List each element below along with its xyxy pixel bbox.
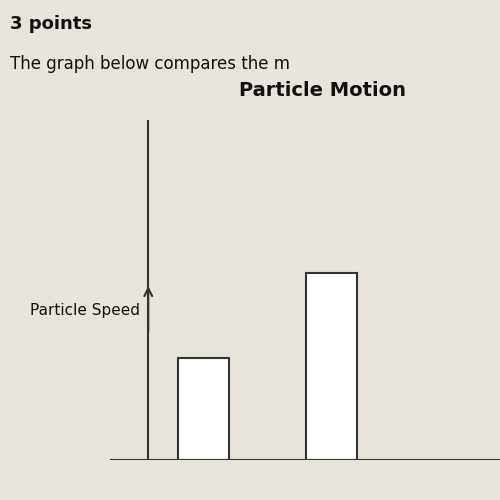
Bar [178, 358, 229, 460]
Text: Particle Motion: Particle Motion [239, 80, 406, 100]
Text: Particle Speed: Particle Speed [30, 303, 140, 318]
Bar [306, 273, 356, 460]
Text: The graph below compares the m: The graph below compares the m [10, 55, 290, 73]
Text: 3 points: 3 points [10, 15, 92, 33]
